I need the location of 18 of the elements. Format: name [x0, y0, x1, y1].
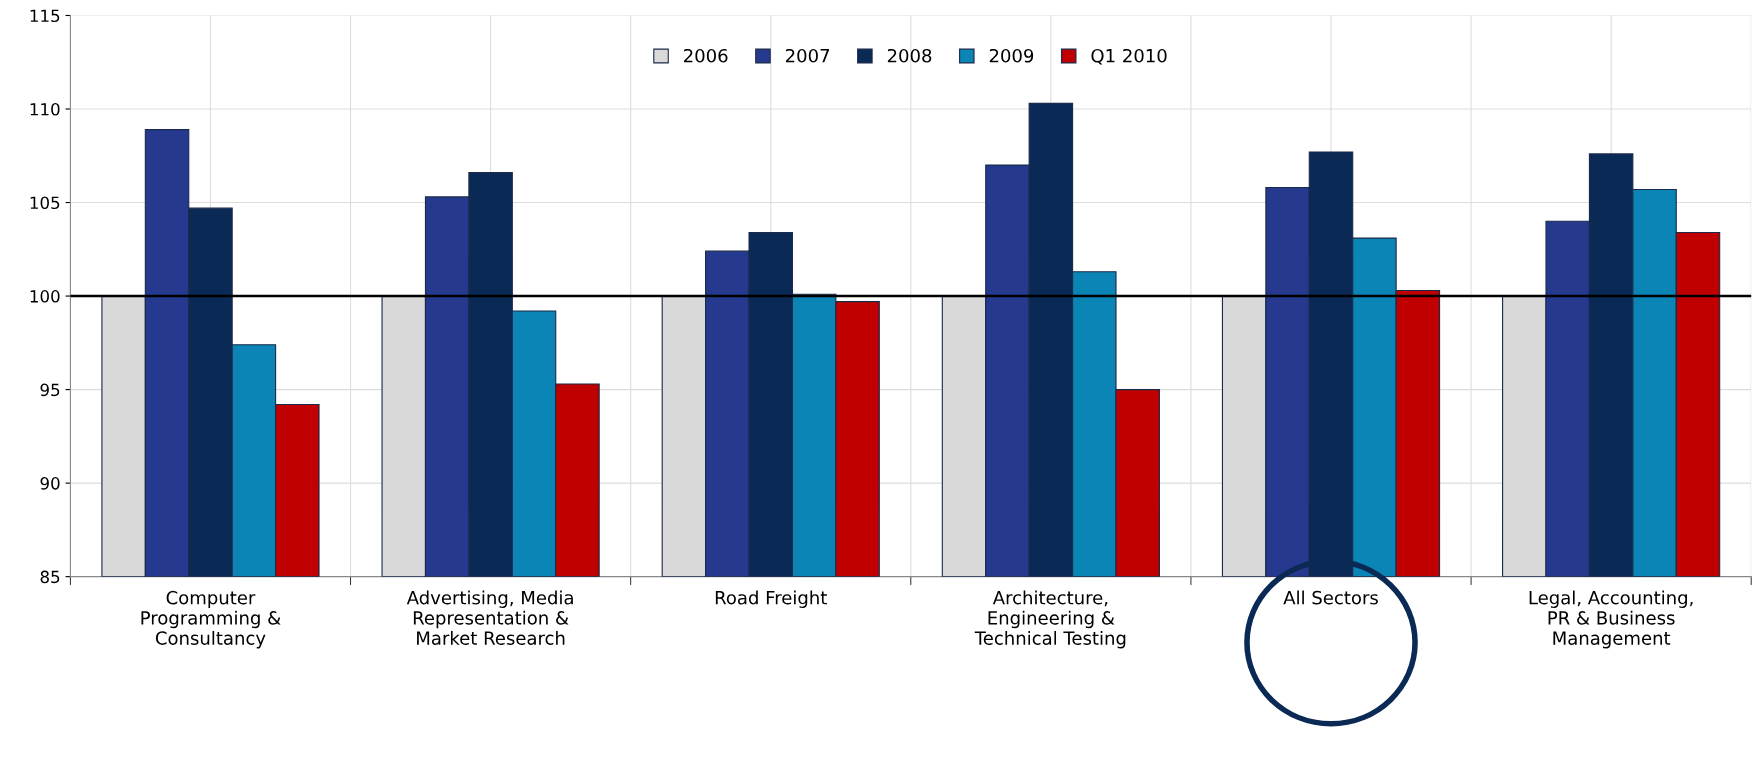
y-tick-label: 110 [30, 102, 60, 116]
x-tick-label: Road Freight [715, 590, 827, 608]
legend-label: 2007 [785, 48, 830, 63]
legend-label: Q1 2010 [1091, 48, 1167, 65]
x-tick-label: All Sectors [1283, 590, 1378, 605]
x-tick-label: Architecture, Engineering & Technical Testing [974, 590, 1126, 649]
y-tick-label: 100 [30, 290, 60, 303]
y-tick-label: 115 [30, 9, 60, 23]
legend-label: 2006 [684, 48, 728, 63]
legend-label: 2009 [989, 48, 1034, 63]
x-tick-label: Computer Programming & Consultancy [141, 590, 281, 649]
y-tick-label: 85 [40, 570, 60, 584]
y-tick-label: 95 [40, 383, 60, 397]
y-tick-label: 105 [30, 196, 60, 210]
x-tick-label: Advertising, Media Representation & Market Research [406, 590, 573, 645]
y-tick-label: 90 [40, 477, 60, 490]
legend-label: 2008 [887, 48, 932, 63]
x-tick-label: Legal, Accounting, PR & Business Management [1529, 590, 1693, 649]
